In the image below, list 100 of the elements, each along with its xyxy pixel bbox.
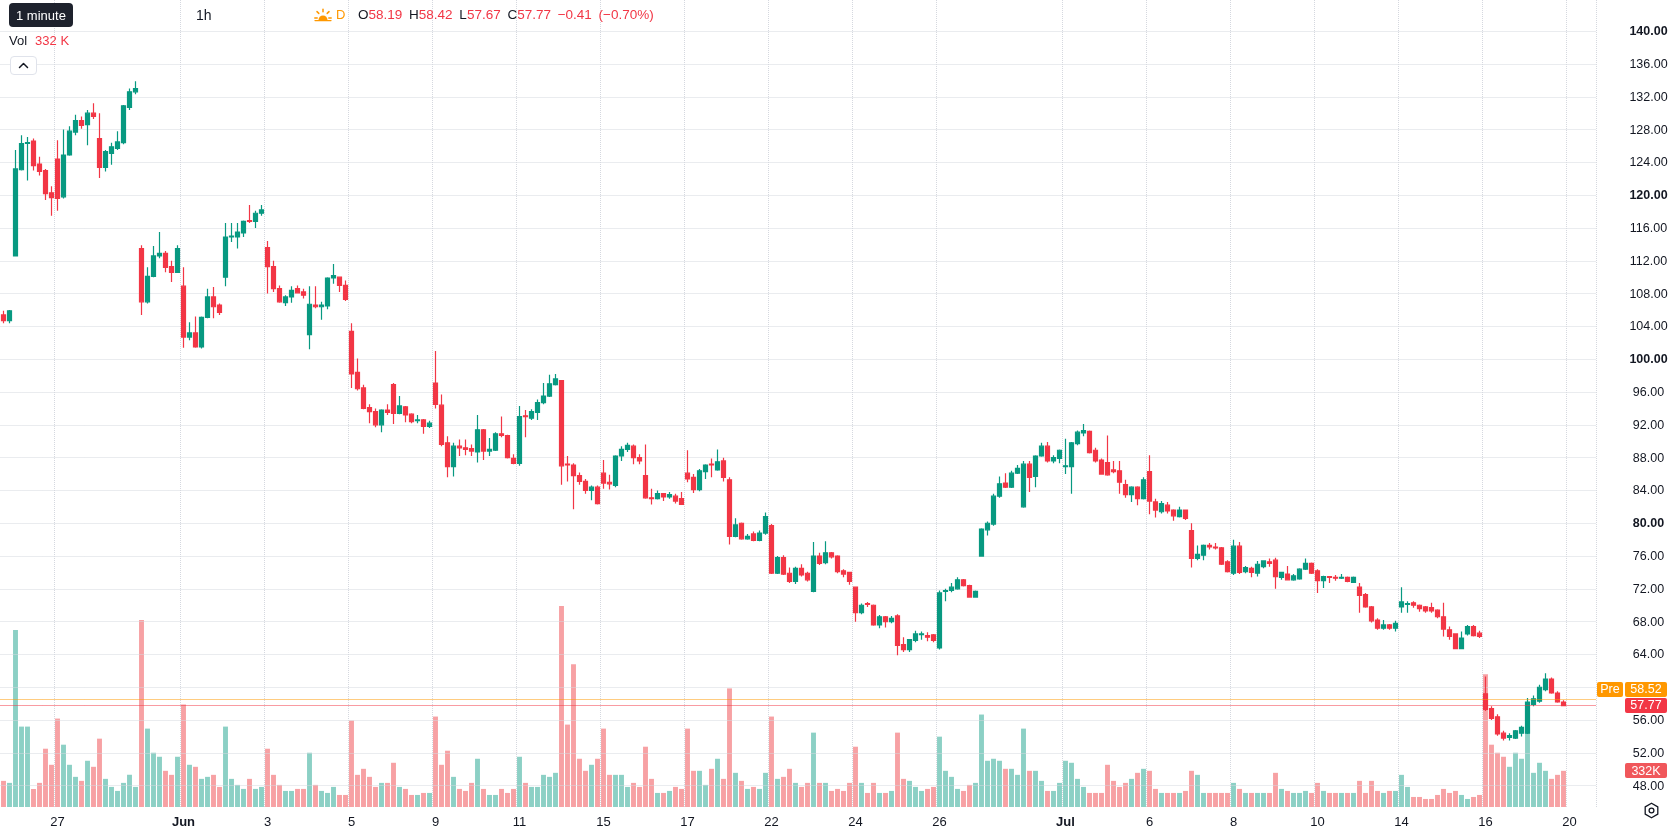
- candlestick: [1320, 575, 1327, 589]
- bar: [193, 766, 198, 807]
- x-tick-label: 11: [512, 814, 527, 829]
- candlestick: [726, 476, 733, 546]
- x-tick-label: 3: [263, 814, 272, 829]
- x-tick-label: Jun: [171, 814, 196, 829]
- bar: [589, 764, 594, 807]
- bar: [1285, 790, 1290, 807]
- bar: [739, 780, 744, 807]
- candlestick: [306, 285, 313, 350]
- y-tick-label: 76.00: [1632, 549, 1665, 564]
- x-tick-label: 15: [596, 814, 611, 829]
- candlestick: [0, 310, 7, 324]
- bar: [709, 768, 714, 807]
- candlestick: [708, 457, 715, 478]
- bar: [1177, 792, 1182, 807]
- bar: [1003, 768, 1008, 807]
- y-tick-label: 88.00: [1632, 450, 1665, 465]
- bar: [247, 778, 252, 807]
- candlestick: [516, 405, 523, 467]
- bar: [307, 752, 312, 807]
- y-tick-label: 56.00: [1632, 713, 1665, 728]
- bar: [1387, 790, 1392, 807]
- bar: [1279, 788, 1284, 807]
- bar: [859, 782, 864, 807]
- x-tick-label: 6: [1145, 814, 1154, 829]
- x-tick-label: 16: [1478, 814, 1493, 829]
- bar: [1345, 792, 1350, 807]
- candlestick: [186, 321, 193, 341]
- candlestick: [888, 615, 895, 624]
- bar: [811, 732, 816, 807]
- bar: [1321, 790, 1326, 807]
- bar: [139, 620, 144, 807]
- y-tick-label: 68.00: [1632, 614, 1665, 629]
- candlestick: [1458, 630, 1465, 650]
- bar: [889, 790, 894, 807]
- bar: [79, 780, 84, 807]
- y-tick-label: 116.00: [1629, 220, 1668, 235]
- candlestick: [1176, 506, 1183, 519]
- candlestick: [1140, 476, 1147, 501]
- candlestick: [1230, 539, 1237, 576]
- bar: [313, 784, 318, 807]
- x-tick-label: 20: [1562, 814, 1577, 829]
- candlestick: [1464, 624, 1471, 637]
- bar: [1159, 792, 1164, 807]
- x-tick-label: 27: [50, 814, 65, 829]
- candlestick: [1284, 565, 1291, 581]
- candlestick: [420, 418, 427, 435]
- y-tick-label: 132.00: [1629, 89, 1668, 104]
- candlestick: [822, 540, 829, 565]
- candlestick: [180, 266, 187, 349]
- candlestick: [852, 586, 859, 623]
- candlestick: [1392, 620, 1399, 633]
- y-tick-label: 72.00: [1632, 581, 1665, 596]
- candlestick: [78, 115, 85, 130]
- y-tick-label: 48.00: [1632, 778, 1665, 793]
- candlestick: [6, 309, 13, 324]
- annotation: 1 minute: [9, 3, 73, 27]
- y-tick-label: 140.00: [1629, 24, 1668, 39]
- bar: [1339, 792, 1344, 807]
- candlestick: [84, 109, 91, 146]
- candlestick: [774, 555, 781, 575]
- bar: [817, 782, 822, 807]
- candlestick: [738, 521, 745, 541]
- candlestick: [1002, 472, 1009, 489]
- y-tick-label: 104.00: [1629, 319, 1668, 334]
- candlestick: [1182, 509, 1189, 521]
- chart-title: Vol: [9, 33, 28, 48]
- bar: [775, 778, 780, 807]
- candlestick: [1044, 441, 1051, 464]
- candlestick: [882, 615, 889, 628]
- x-tick-label: 14: [1394, 814, 1409, 829]
- candlestick: [594, 484, 601, 505]
- candlestick: [1134, 485, 1141, 506]
- y-tick-label: 92.00: [1632, 417, 1665, 432]
- candlestick: [192, 315, 199, 349]
- y-tick-label: 120.00: [1629, 188, 1668, 203]
- bar: [751, 786, 756, 807]
- candlestick: [1278, 571, 1285, 581]
- candlestick: [732, 517, 739, 538]
- bar: [421, 792, 426, 807]
- candlestick: [792, 566, 799, 585]
- bar: [1249, 792, 1254, 807]
- bar: [1351, 792, 1356, 807]
- candlestick: [246, 204, 253, 224]
- candlestick: [588, 484, 595, 501]
- x-tick-label: 24: [848, 814, 863, 829]
- bar: [769, 716, 774, 807]
- y-tick-label: 100.00: [1629, 352, 1668, 367]
- bar: [1381, 792, 1386, 807]
- y-tick-label: 136.00: [1629, 56, 1668, 71]
- bar: [883, 792, 888, 807]
- y-tick-label: 124.00: [1629, 155, 1668, 170]
- bar: [427, 792, 432, 807]
- candlestick: [510, 453, 517, 465]
- bar: [1135, 772, 1140, 807]
- candlestick: [1350, 575, 1357, 584]
- candlestick: [660, 492, 667, 502]
- bar: [877, 792, 882, 807]
- y-tick-label: 80.00: [1632, 516, 1665, 531]
